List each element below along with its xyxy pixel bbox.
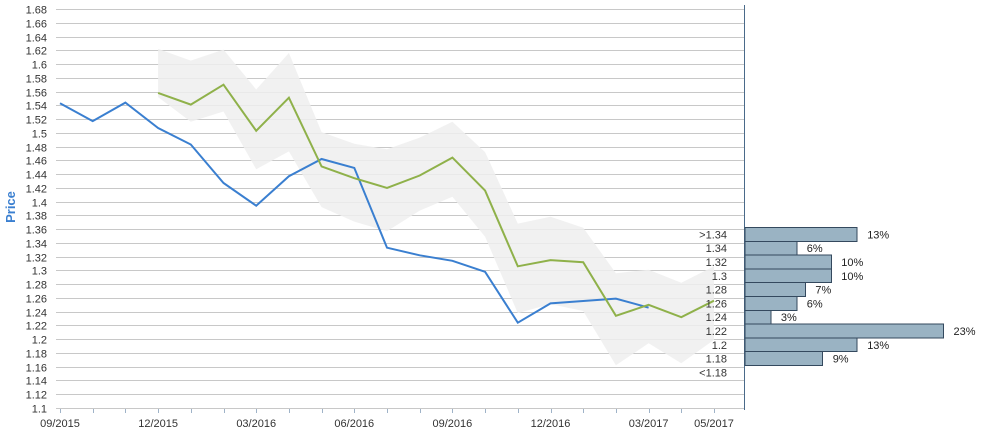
distribution-value-label: 6% bbox=[807, 298, 823, 310]
x-tick-label: 09/2015 bbox=[40, 418, 80, 430]
distribution-category-label: 1.26 bbox=[706, 298, 727, 310]
distribution-bar bbox=[744, 254, 832, 270]
x-tick-label: 03/2017 bbox=[629, 418, 669, 430]
x-tick-label: 06/2016 bbox=[334, 418, 374, 430]
distribution-bar bbox=[744, 337, 858, 353]
y-tick-label: 1.24 bbox=[26, 308, 47, 320]
y-tick-label: 1.14 bbox=[26, 376, 47, 388]
distribution-category-label: 1.28 bbox=[706, 285, 727, 297]
y-tick-label: 1.12 bbox=[26, 390, 47, 402]
distribution-bar bbox=[744, 240, 798, 256]
x-tick-label: 03/2016 bbox=[236, 418, 276, 430]
y-tick-label: 1.44 bbox=[26, 170, 47, 182]
distribution-bar bbox=[744, 268, 832, 284]
y-tick-label: 1.32 bbox=[26, 253, 47, 265]
distribution-value-label: 7% bbox=[815, 285, 831, 297]
x-tick-label: 09/2016 bbox=[433, 418, 473, 430]
y-tick-label: 1.22 bbox=[26, 321, 47, 333]
distribution-bar bbox=[744, 227, 858, 242]
y-axis-label: Price bbox=[3, 191, 18, 223]
distribution-value-label: 6% bbox=[807, 243, 823, 255]
x-tick-label: 12/2015 bbox=[138, 418, 178, 430]
y-tick-label: 1.42 bbox=[26, 184, 47, 196]
series-layer bbox=[59, 83, 715, 325]
y-tick-label: 1.48 bbox=[26, 143, 47, 155]
distribution-category-label: 1.34 bbox=[706, 243, 727, 255]
series-line-1 bbox=[59, 101, 649, 325]
y-tick-label: 1.34 bbox=[26, 239, 47, 251]
distribution-category-label: >1.34 bbox=[699, 229, 727, 241]
distribution-category-label: 1.18 bbox=[706, 354, 727, 366]
forecast-band bbox=[158, 48, 715, 366]
x-tick-labels: 09/2015 12/2015 03/2016 06/2016 09/2016 12/20… bbox=[40, 418, 734, 430]
y-tick-label: 1.28 bbox=[26, 280, 47, 292]
distribution-category-label: 1.3 bbox=[712, 271, 727, 283]
x-tick-label: 12/2016 bbox=[531, 418, 571, 430]
forecast-band-layer bbox=[158, 48, 715, 366]
y-tick-label: 1.38 bbox=[26, 211, 47, 223]
y-tick-label: 1.56 bbox=[26, 88, 47, 100]
y-tick-label: 1.26 bbox=[26, 294, 47, 306]
y-tick-label: 1.58 bbox=[26, 74, 47, 86]
y-tick-label: 1.1 bbox=[32, 404, 47, 416]
distribution-bar bbox=[744, 323, 944, 339]
y-tick-label: 1.6 bbox=[32, 60, 47, 72]
distribution-value-label: 13% bbox=[867, 229, 889, 241]
series-line-2 bbox=[157, 83, 715, 319]
y-tick-label: 1.3 bbox=[32, 266, 47, 278]
y-tick-label: 1.66 bbox=[26, 19, 47, 31]
distribution-bar bbox=[744, 351, 824, 367]
y-tick-label: 1.68 bbox=[26, 5, 47, 17]
distribution-category-label: <1.18 bbox=[699, 367, 727, 379]
distribution-value-label: 10% bbox=[841, 271, 863, 283]
distribution-category-label: 1.2 bbox=[712, 340, 727, 352]
distribution-value-label: 23% bbox=[954, 326, 976, 338]
distribution-category-label: 1.24 bbox=[706, 312, 727, 324]
distribution-value-label: 13% bbox=[867, 340, 889, 352]
y-tick-label: 1.46 bbox=[26, 156, 47, 168]
y-tick-labels: 1.1 1.12 1.141.16 1.18 1.2 1.221.24 1.26 1.28 1.… bbox=[26, 5, 47, 416]
distribution-bars: >1.34 13% 1.34 6% 1.32 10% 1.3 10% 1.28 7% 1.26 6% 1… bbox=[699, 227, 976, 379]
distribution-category-label: 1.32 bbox=[706, 257, 727, 269]
distribution-value-label: 10% bbox=[841, 257, 863, 269]
y-tick-label: 1.5 bbox=[32, 129, 47, 141]
distribution-bar bbox=[744, 296, 798, 311]
y-tick-label: 1.62 bbox=[26, 46, 47, 58]
y-tick-label: 1.54 bbox=[26, 101, 47, 113]
y-tick-label: 1.18 bbox=[26, 349, 47, 361]
distribution-value-label: 9% bbox=[833, 354, 849, 366]
y-tick-label: 1.4 bbox=[32, 198, 47, 210]
distribution-bar bbox=[744, 309, 772, 325]
distribution-bar bbox=[744, 282, 806, 298]
y-tick-label: 1.64 bbox=[26, 33, 47, 45]
distribution-category-label: 1.22 bbox=[706, 326, 727, 338]
y-tick-label: 1.36 bbox=[26, 225, 47, 237]
y-tick-label: 1.2 bbox=[32, 335, 47, 347]
y-tick-label: 1.52 bbox=[26, 115, 47, 127]
x-tick-label: 05/2017 bbox=[694, 418, 734, 430]
distribution-value-label: 3% bbox=[781, 312, 797, 324]
y-tick-label: 1.16 bbox=[26, 363, 47, 375]
